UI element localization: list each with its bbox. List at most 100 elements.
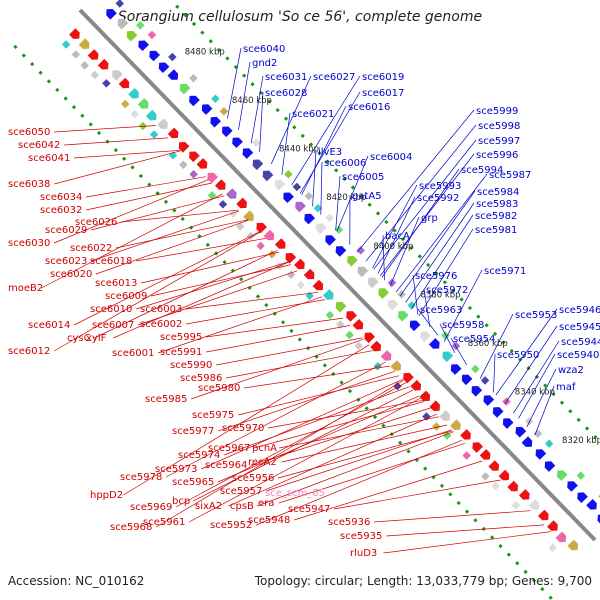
reverse-feature-block [251,138,261,147]
leader-line-reverse [270,75,312,164]
forward-feature-arrow [439,410,450,421]
rna-gene-label: sce_scm_65 [265,488,325,499]
leader-line-reverse [399,190,476,297]
gene-label-forward: sce5969 [130,502,172,513]
leader-line-forward [265,429,452,492]
leader-line-reverse [335,175,341,231]
gene-label-forward: pcnA [252,443,277,454]
scale-label: 8340 kbp [515,387,555,397]
reverse-feature-arrow [158,62,170,73]
forward-feature-block [354,341,363,350]
gene-label-forward: sce5986 [180,373,222,384]
forward-feature-block [481,472,490,481]
leader-line-forward [86,176,206,198]
leader-line-reverse [513,340,560,414]
scale-label: 8440 kbp [279,145,319,155]
reverse-feature-arrow [483,395,495,406]
forward-feature-block [548,543,557,552]
reverse-feature-arrow [442,351,454,362]
leader-line-forward [334,479,501,510]
gene-label-reverse: sce5940 [557,350,599,361]
leader-line-forward [54,125,157,133]
gene-label-forward: sce5967 [208,443,250,454]
leader-line-forward [255,439,462,526]
gene-label-forward: sce6038 [8,179,50,190]
forward-feature-arrow [567,539,579,551]
leader-line-forward [157,296,323,354]
reverse-feature-block [441,331,450,340]
leader-line-reverse [526,368,557,427]
leader-line-forward [192,389,414,502]
leader-line-reverse [411,214,474,309]
leader-line-reverse [250,75,264,144]
gene-label-forward: sce5947 [288,504,330,515]
leader-line-forward [186,291,319,310]
leader-line-reverse [320,161,323,215]
gene-label-reverse: sce5984 [477,187,519,198]
gene-label-forward: cpsB [230,501,254,512]
leader-line-forward [206,317,344,338]
leader-line-reverse [281,112,291,175]
gene-label-forward: sce5952 [210,520,252,531]
gene-label-forward: sce6029 [45,225,87,236]
forward-feature-arrow [137,98,149,109]
gene-label-reverse: sce5971 [484,266,526,277]
reverse-feature-arrow [367,277,379,289]
forward-feature-arrow [507,480,518,492]
leader-line-reverse [356,109,475,253]
gene-label-forward: sce6023 [45,256,87,267]
scale-label: 8380 kbp [421,290,461,300]
reverse-feature-arrow [428,338,440,349]
scale-label: 8420 kbp [326,193,366,203]
leader-line-forward [374,510,531,523]
leader-line-forward [279,416,440,449]
gene-label-forward: sce6012 [8,346,50,357]
accession-text: Accession: NC_010162 [8,574,145,588]
gene-label-reverse: sce6004 [370,152,412,163]
forward-feature-arrow [196,158,208,169]
forward-feature-arrow [312,279,324,291]
forward-feature-block [256,241,265,251]
forward-feature-arrow [528,499,540,510]
gene-label-reverse: sce5987 [489,170,531,181]
reverse-feature-arrow [179,83,191,95]
leader-line-reverse [227,47,242,119]
leader-line-reverse [372,184,418,269]
reverse-feature-arrow [471,386,483,397]
reverse-feature-block [168,52,177,62]
gene-label-reverse: sce6006 [324,158,366,169]
reverse-feature-arrow [295,201,306,213]
leader-line-forward [386,524,545,537]
reverse-feature-arrow [274,179,286,191]
reverse-feature-block [292,182,302,192]
reverse-feature-arrow [492,407,504,418]
leader-line-forward [151,264,292,297]
leader-line-reverse [439,323,456,353]
leader-line-forward [64,137,169,146]
genome-backbone [78,8,597,542]
reverse-feature-arrow [252,159,264,171]
gene-label-forward: era [258,498,274,509]
gene-label-forward: sce6030 [8,238,50,249]
reverse-feature-block [147,30,157,40]
gene-label-forward: sce5970 [222,423,264,434]
forward-feature-block [286,270,296,279]
forward-feature-block [207,191,217,200]
forward-feature-block [432,422,441,431]
leader-line-forward [136,238,266,262]
forward-feature-arrow [243,210,254,221]
gene-label-forward: sce5936 [328,517,370,528]
scale-label: 8460 kbp [232,96,272,106]
forward-feature-arrow [157,118,168,129]
gene-label-forward: bcp [172,496,190,507]
reverse-feature-arrow [567,481,578,492]
leader-line-reverse [299,91,361,194]
leader-line-forward [190,338,364,400]
forward-feature-block [71,50,80,59]
reverse-feature-arrow [535,449,547,460]
leader-line-forward [250,407,431,466]
reverse-feature-arrow [304,213,315,225]
reverse-feature-arrow [502,418,514,429]
reverse-feature-arrow [189,95,200,107]
leader-line-forward [383,531,551,554]
